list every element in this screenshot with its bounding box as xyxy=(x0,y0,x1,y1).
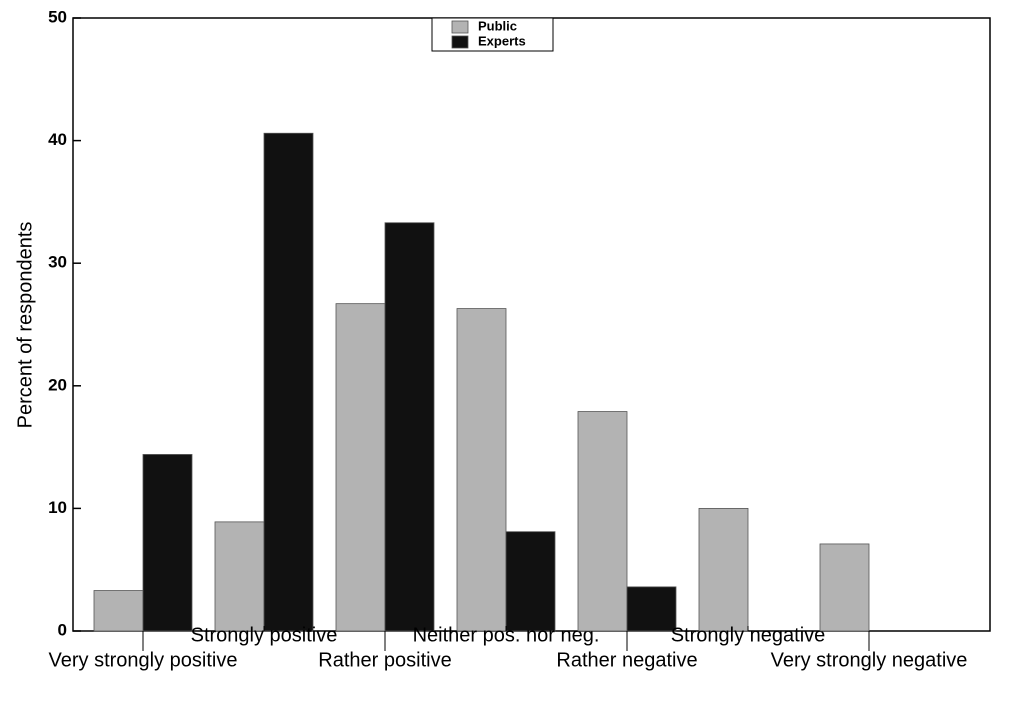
legend-swatch xyxy=(451,35,469,49)
legend-label: Experts xyxy=(478,33,526,48)
y-tick-label: 20 xyxy=(48,375,67,394)
y-tick-label: 40 xyxy=(48,130,67,149)
legend-label: Public xyxy=(478,18,517,33)
bar xyxy=(456,308,507,632)
bar xyxy=(263,132,314,632)
bar xyxy=(577,411,628,632)
x-tick-label: Strongly positive xyxy=(191,624,338,646)
y-tick-label: 30 xyxy=(48,253,67,272)
x-tick-label: Very strongly positive xyxy=(49,649,238,671)
x-tick-label: Neither pos. nor neg. xyxy=(413,624,600,646)
bar xyxy=(698,507,749,632)
y-axis-label: Percent of respondents xyxy=(14,222,36,429)
x-tick-label: Rather negative xyxy=(556,649,697,671)
y-tick-label: 50 xyxy=(48,7,67,26)
bar xyxy=(214,521,265,632)
x-tick-label: Very strongly negative xyxy=(771,649,968,671)
y-tick-label: 0 xyxy=(58,620,67,639)
bar xyxy=(384,222,435,632)
y-tick-label: 10 xyxy=(48,498,67,517)
x-tick-label: Strongly negative xyxy=(671,624,826,646)
bar xyxy=(505,531,556,632)
bar xyxy=(93,590,144,632)
bar xyxy=(626,586,677,632)
bar xyxy=(142,454,193,632)
bar xyxy=(335,303,386,632)
bar xyxy=(819,543,870,632)
x-tick-label: Rather positive xyxy=(318,649,451,671)
legend-swatch xyxy=(451,20,469,34)
